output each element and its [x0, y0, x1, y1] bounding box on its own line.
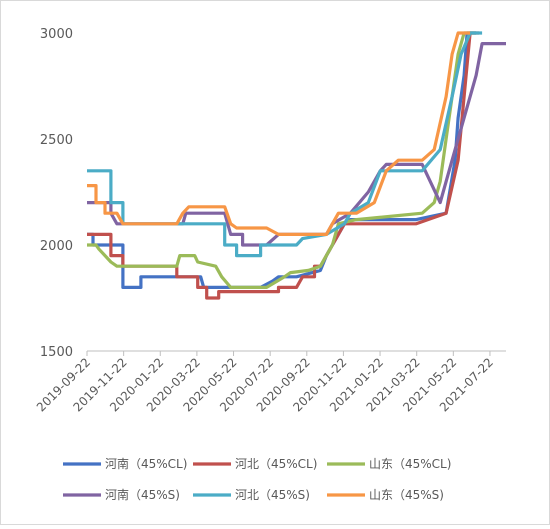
legend: 河南（45%CL) 河北（45%CL) 山东（45%CL) 河南（45%S) 河北（45… [63, 456, 451, 502]
legend-label: 河北（45%CL) [235, 457, 317, 471]
axes: 15002000250030002019-09-222019-11-222020… [34, 27, 506, 414]
y-tick-label: 2500 [40, 133, 73, 148]
legend-label: 河南（45%S) [105, 487, 180, 502]
series-line-6 [87, 31, 471, 236]
legend-label: 山东（45%S) [369, 488, 444, 502]
series-line-1 [87, 31, 477, 289]
series-lines [87, 31, 506, 300]
legend-label: 河南（45%CL) [105, 456, 187, 471]
y-tick-label: 1500 [40, 345, 73, 360]
y-tick-label: 3000 [40, 27, 73, 42]
legend-label: 河北（45%S) [235, 488, 310, 502]
series-line-3 [87, 31, 477, 289]
y-tick-label: 2000 [40, 239, 73, 254]
legend-label: 山东（45%CL) [369, 457, 451, 471]
